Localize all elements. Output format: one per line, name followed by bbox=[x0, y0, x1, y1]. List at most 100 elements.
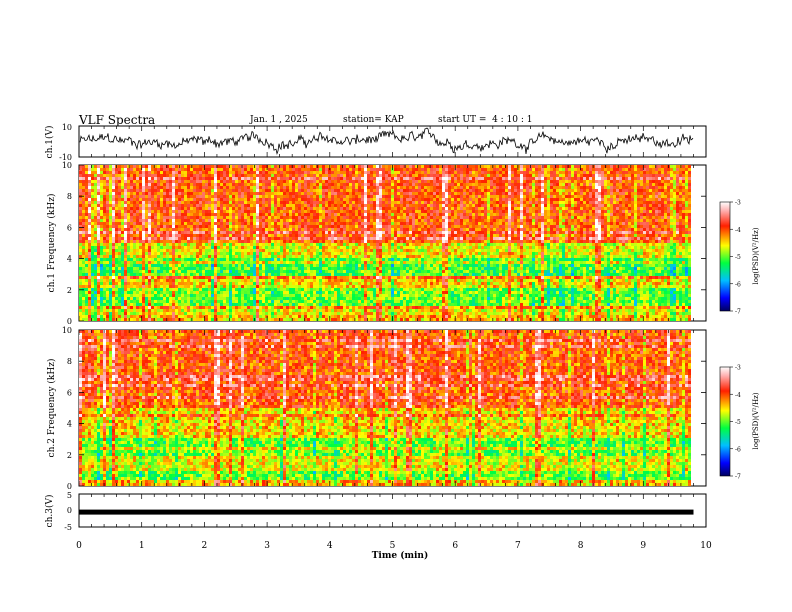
spectrogram-cell bbox=[124, 171, 127, 174]
spectrogram-cell bbox=[130, 186, 133, 189]
spectrogram-cell bbox=[478, 192, 481, 195]
spectrogram-cell bbox=[448, 192, 451, 195]
spectrogram-cell bbox=[619, 171, 622, 174]
spectrogram-cell bbox=[103, 183, 106, 186]
spectrogram-cell bbox=[361, 192, 364, 195]
spectrogram-cell bbox=[127, 186, 130, 189]
spectrogram-cell bbox=[385, 168, 388, 171]
spectrogram-cell bbox=[130, 189, 133, 192]
spectrogram-cell bbox=[622, 177, 625, 180]
spectrogram-cell bbox=[163, 174, 166, 177]
spectrogram-cell bbox=[487, 189, 490, 192]
spectrogram-cell bbox=[529, 177, 532, 180]
spectrogram-cell bbox=[397, 189, 400, 192]
spectrogram-cell bbox=[367, 171, 370, 174]
spectrogram-cell bbox=[616, 177, 619, 180]
spectrogram-cell bbox=[223, 183, 226, 186]
spectrogram-cell bbox=[466, 183, 469, 186]
spectrogram-cell bbox=[244, 177, 247, 180]
spectrogram-cell bbox=[265, 183, 268, 186]
spectrogram-cell bbox=[229, 168, 232, 171]
spectrogram-cell bbox=[106, 180, 109, 183]
spectrogram-cell bbox=[103, 168, 106, 171]
spectrogram-cell bbox=[223, 186, 226, 189]
spectrogram-cell bbox=[145, 183, 148, 186]
spectrogram-cell bbox=[349, 186, 352, 189]
spectrogram-cell bbox=[397, 192, 400, 195]
spectrogram-cell bbox=[559, 168, 562, 171]
spectrogram-cell bbox=[181, 186, 184, 189]
spectrogram-cell bbox=[232, 174, 235, 177]
spectrogram-cell bbox=[196, 174, 199, 177]
spectrogram-cell bbox=[409, 171, 412, 174]
spectrogram-cell bbox=[508, 183, 511, 186]
spectrogram-cell bbox=[184, 183, 187, 186]
spectrogram-cell bbox=[163, 177, 166, 180]
spectrogram-cell bbox=[592, 183, 595, 186]
spectrogram-cell bbox=[505, 168, 508, 171]
spectrogram-cell bbox=[193, 165, 196, 168]
spectrogram-cell bbox=[454, 186, 457, 189]
spectrogram-cell bbox=[142, 192, 145, 195]
spectrogram-cell bbox=[253, 180, 256, 183]
spectrogram-cell bbox=[385, 192, 388, 195]
spectrogram-cell bbox=[103, 180, 106, 183]
spectrogram-cell bbox=[490, 183, 493, 186]
spectrogram-cell bbox=[574, 168, 577, 171]
spectrogram-cell bbox=[139, 174, 142, 177]
spectrogram-cell bbox=[205, 171, 208, 174]
spectrogram-cell bbox=[646, 183, 649, 186]
spectrogram-cell bbox=[298, 165, 301, 168]
spectrogram-cell bbox=[289, 165, 292, 168]
spectrogram-cell bbox=[130, 180, 133, 183]
spectrogram-cell bbox=[250, 183, 253, 186]
spectrogram-cell bbox=[466, 186, 469, 189]
spectrogram-cell bbox=[634, 189, 637, 192]
spectrogram-cell bbox=[685, 168, 688, 171]
spectrogram-cell bbox=[532, 186, 535, 189]
spectrogram-cell bbox=[523, 189, 526, 192]
spectrogram-cell bbox=[583, 192, 586, 195]
spectrogram-cell bbox=[88, 165, 91, 168]
spectrogram-cell bbox=[646, 180, 649, 183]
spectrogram-cell bbox=[478, 180, 481, 183]
spectrogram-cell bbox=[655, 174, 658, 177]
spectrogram-cell bbox=[106, 168, 109, 171]
spectrogram-cell bbox=[625, 177, 628, 180]
spectrogram-cell bbox=[235, 165, 238, 168]
spectrogram-cell bbox=[295, 171, 298, 174]
spectrogram-cell bbox=[652, 180, 655, 183]
spectrogram-cell bbox=[328, 171, 331, 174]
spectrogram-cell bbox=[328, 183, 331, 186]
spectrogram-cell bbox=[400, 174, 403, 177]
spectrogram-cell bbox=[361, 183, 364, 186]
spectrogram-cell bbox=[454, 174, 457, 177]
spectrogram-cell bbox=[286, 165, 289, 168]
spectrogram-cell bbox=[625, 183, 628, 186]
spectrogram-cell bbox=[331, 186, 334, 189]
spectrogram-cell bbox=[160, 171, 163, 174]
spectrogram-cell bbox=[571, 165, 574, 168]
spectrogram-cell bbox=[364, 183, 367, 186]
spectrogram-cell bbox=[382, 180, 385, 183]
spectrogram-cell bbox=[136, 192, 139, 195]
spectrogram-cell bbox=[514, 189, 517, 192]
spectrogram-cell bbox=[463, 177, 466, 180]
spectrogram-cell bbox=[214, 165, 217, 168]
spectrogram-cell bbox=[640, 189, 643, 192]
spectrogram-cell bbox=[508, 192, 511, 195]
spectrogram-cell bbox=[82, 189, 85, 192]
spectrogram-cell bbox=[154, 177, 157, 180]
spectrogram-cell bbox=[448, 165, 451, 168]
spectrogram-cell bbox=[595, 186, 598, 189]
spectrogram-cell bbox=[574, 186, 577, 189]
spectrogram-cell bbox=[370, 165, 373, 168]
spectrogram-cell bbox=[310, 177, 313, 180]
spectrogram-cell bbox=[178, 177, 181, 180]
spectrogram-cell bbox=[256, 192, 259, 195]
spectrogram-cell bbox=[271, 189, 274, 192]
spectrogram-cell bbox=[421, 174, 424, 177]
spectrogram-cell bbox=[127, 180, 130, 183]
spectrogram-cell bbox=[358, 192, 361, 195]
spectrogram-cell bbox=[367, 177, 370, 180]
